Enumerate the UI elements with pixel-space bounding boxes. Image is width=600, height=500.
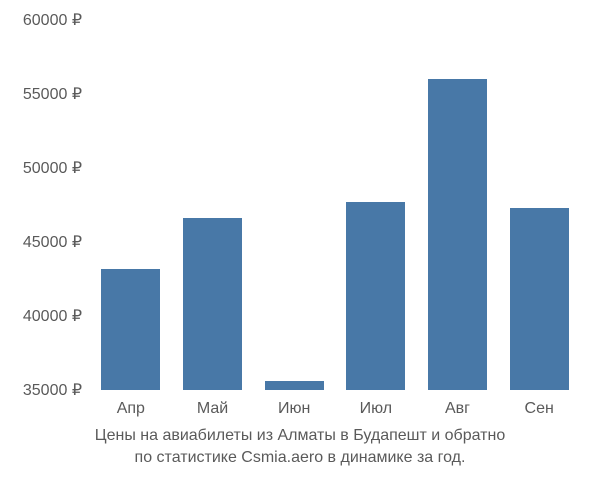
- x-axis-tick-label: Апр: [117, 400, 145, 418]
- x-axis-tick-label: Июл: [360, 400, 392, 418]
- x-axis-tick-label: Июн: [278, 400, 310, 418]
- y-axis-tick-label: 60000 ₽: [23, 10, 82, 30]
- y-axis-tick-label: 35000 ₽: [23, 380, 82, 400]
- bar: [346, 202, 405, 390]
- bar: [183, 218, 242, 390]
- chart-caption: Цены на авиабилеты из Алматы в Будапешт …: [0, 425, 600, 470]
- x-axis-tick-label: Май: [197, 400, 228, 418]
- x-axis-tick-label: Авг: [445, 400, 470, 418]
- y-axis-tick-label: 45000 ₽: [23, 232, 82, 252]
- caption-line-1: Цены на авиабилеты из Алматы в Будапешт …: [0, 425, 600, 447]
- y-axis-tick-label: 55000 ₽: [23, 84, 82, 104]
- y-axis-tick-label: 40000 ₽: [23, 306, 82, 326]
- plot-area: 35000 ₽40000 ₽45000 ₽50000 ₽55000 ₽60000…: [90, 20, 580, 390]
- bar: [428, 79, 487, 390]
- bar: [101, 269, 160, 390]
- bar: [265, 381, 324, 390]
- y-axis-tick-label: 50000 ₽: [23, 158, 82, 178]
- x-axis-tick-label: Сен: [525, 400, 554, 418]
- caption-line-2: по статистике Csmia.aero в динамике за г…: [0, 447, 600, 469]
- chart-container: 35000 ₽40000 ₽45000 ₽50000 ₽55000 ₽60000…: [90, 20, 580, 390]
- bar: [510, 208, 569, 390]
